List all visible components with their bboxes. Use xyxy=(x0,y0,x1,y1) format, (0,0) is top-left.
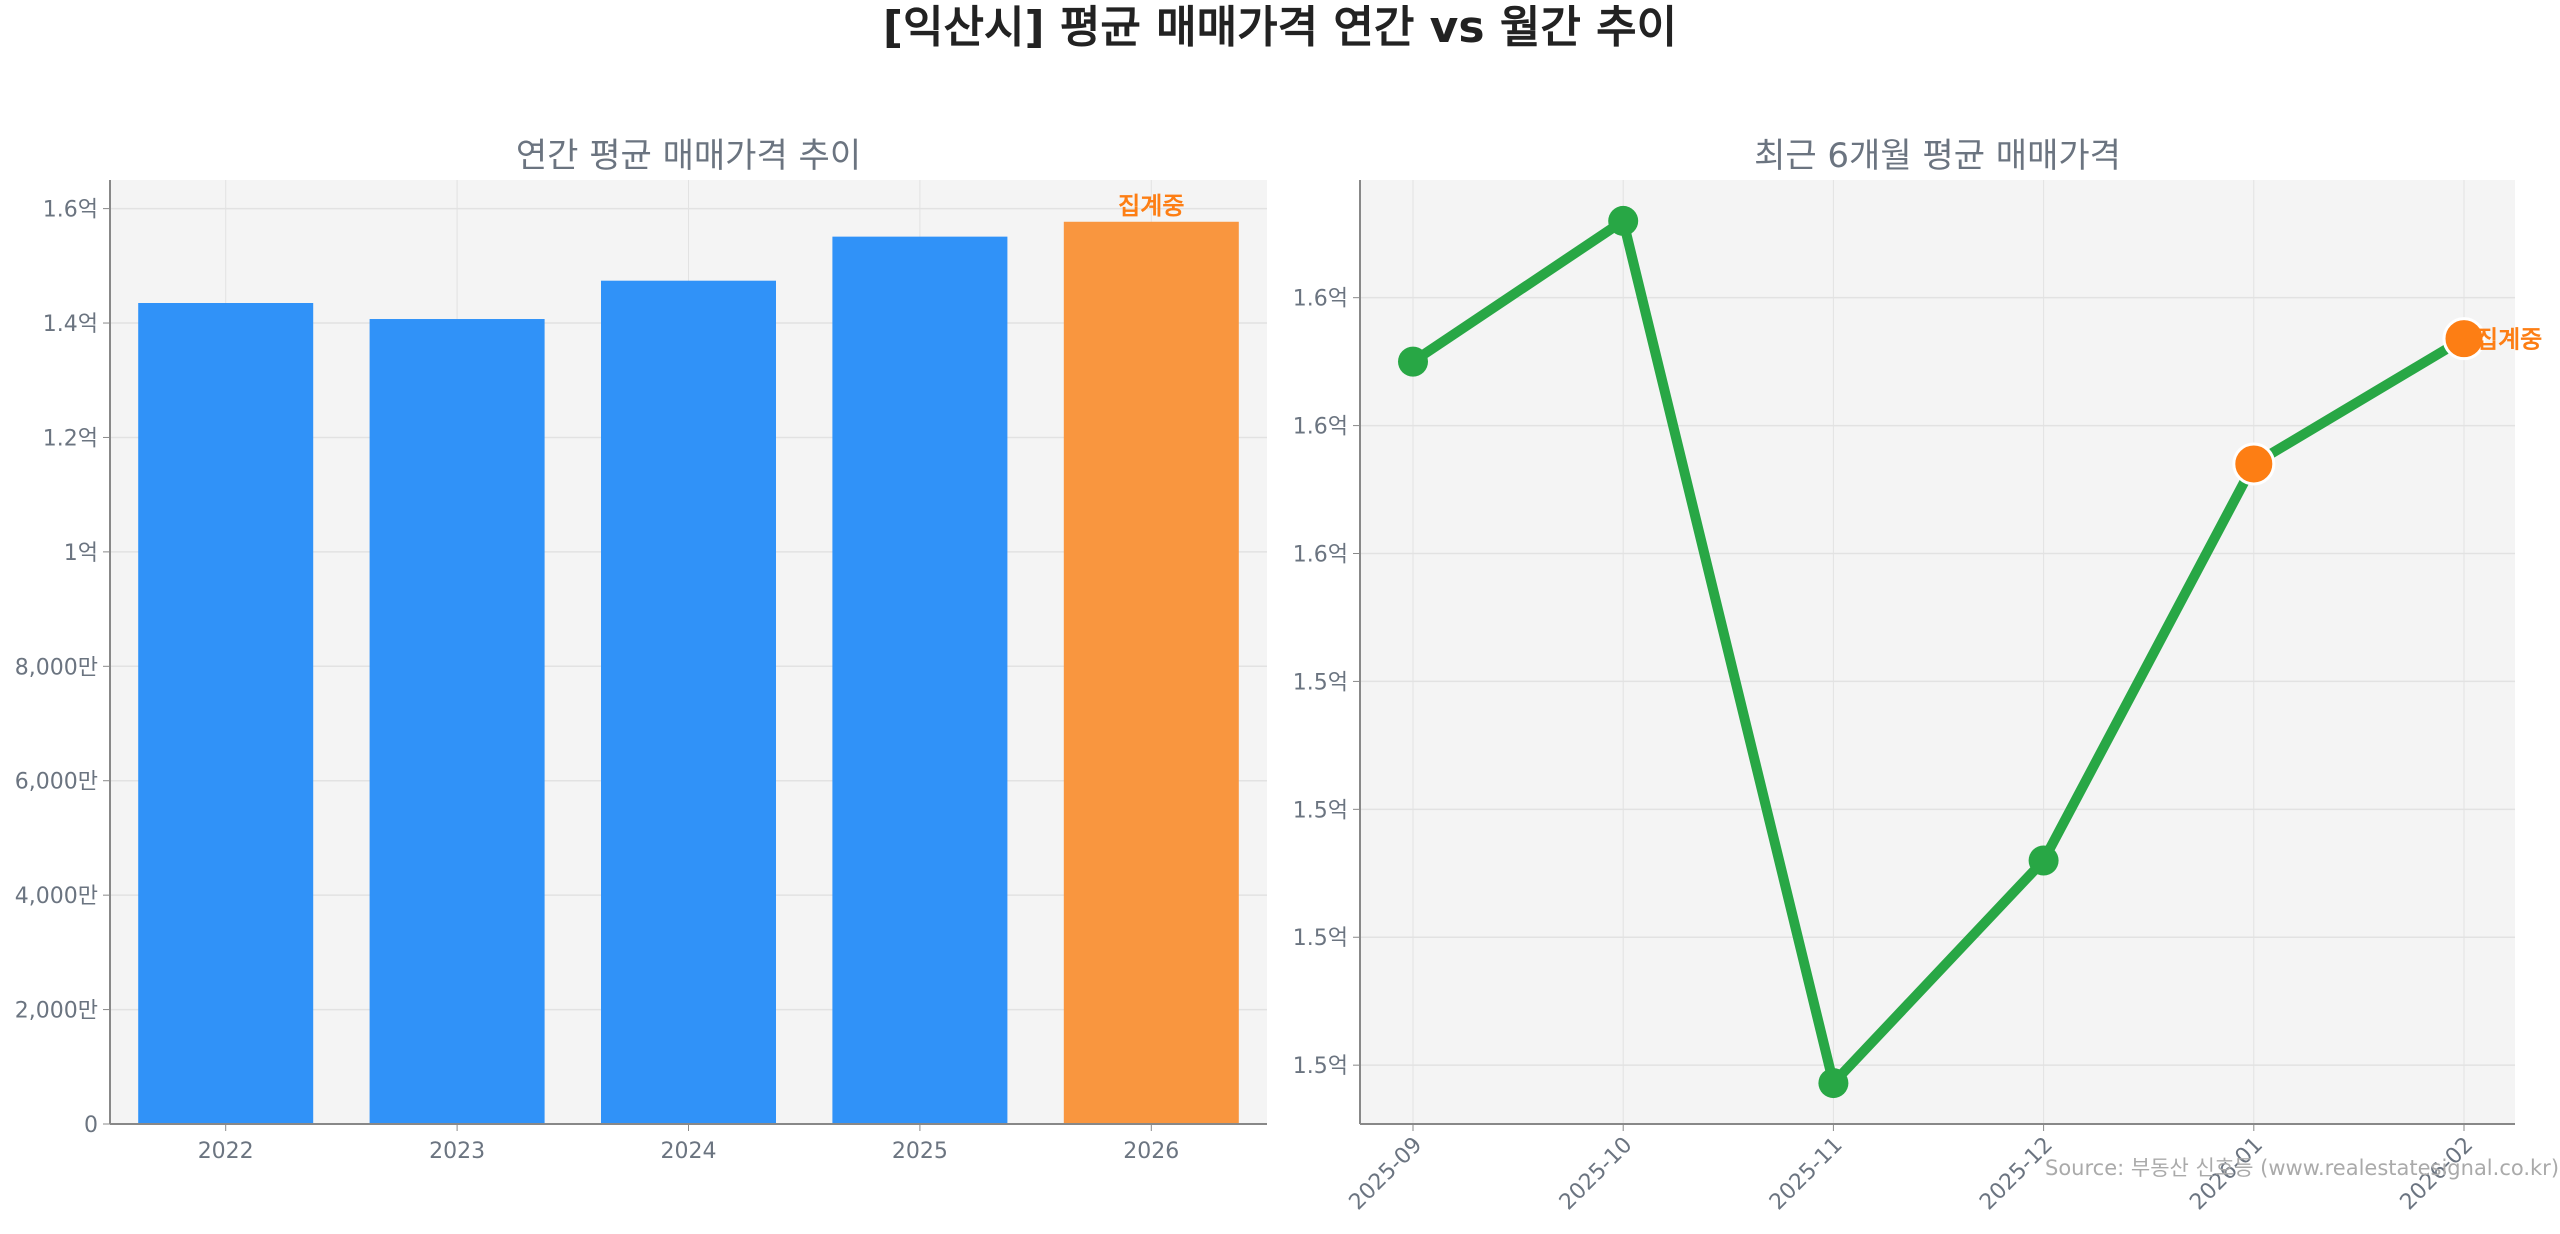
y-tick-label: 1.6억 xyxy=(43,198,98,223)
x-tick-label: 2026 xyxy=(1123,1139,1179,1164)
x-tick-label: 2022 xyxy=(198,1139,254,1164)
annual-bar-chart: 0 2,000만 4,000만 6,000만 8,000만 1억 1.2억 1.4억 1.6억 2… xyxy=(15,136,1267,1164)
y-tick-label: 1.4억 xyxy=(43,312,98,337)
y-tick-label: 1.6억 xyxy=(1293,287,1348,312)
bar-2025 xyxy=(832,236,1008,1124)
y-tick-label: 1.6억 xyxy=(1293,543,1348,568)
data-point-2026-01 xyxy=(2232,442,2276,486)
data-point-2025-09 xyxy=(1398,346,1428,377)
y-tick-label: 4,000만 xyxy=(15,884,98,909)
y-tick-label: 6,000만 xyxy=(15,770,98,795)
bar-2024 xyxy=(601,280,776,1124)
figure-title: [익산시] 평균 매매가격 연간 vs 월간 추이 xyxy=(883,2,1677,53)
y-tick-label: 8,000만 xyxy=(15,655,98,680)
y-tick-label: 1.5억 xyxy=(1293,798,1348,823)
data-point-2025-11 xyxy=(1818,1068,1849,1099)
chart-title: 연간 평균 매매가격 추이 xyxy=(516,136,861,176)
x-tick-label: 2025-11 xyxy=(1765,1133,1848,1216)
y-tick-label: 0 xyxy=(84,1113,98,1138)
y-tick-label: 2,000만 xyxy=(15,999,98,1024)
source-note: Source: 부동산 신호등 (www.realestatesignal.co… xyxy=(2045,1156,2559,1180)
x-tick-label: 2025-10 xyxy=(1555,1133,1638,1216)
bar-2023 xyxy=(369,319,545,1124)
bar-2022 xyxy=(138,303,314,1124)
y-tick-label: 1.6억 xyxy=(1293,415,1348,440)
y-tick-label: 1.5억 xyxy=(1293,670,1348,695)
x-tick-label: 2023 xyxy=(429,1139,485,1164)
data-point-2025-10 xyxy=(1608,205,1639,236)
y-tick-label: 1.5억 xyxy=(1293,1054,1348,1079)
partial-label: 집계중 xyxy=(2476,326,2542,354)
y-tick-label: 1억 xyxy=(64,541,98,566)
data-point-2025-12 xyxy=(2028,845,2059,876)
x-tick-label: 2024 xyxy=(661,1139,717,1164)
data-point-2026-02 xyxy=(2442,317,2486,361)
partial-label: 집계중 xyxy=(1118,192,1184,220)
x-tick-label: 2025 xyxy=(892,1139,948,1164)
bar-2026 xyxy=(1063,221,1239,1125)
monthly-line-chart: 2025-09 2025-10 2025-11 2025-12 2026-01 2026-… xyxy=(1293,136,2542,1215)
x-tick-label: 2025-09 xyxy=(1345,1133,1428,1216)
series-line xyxy=(1410,215,2467,1089)
chart-title: 최근 6개월 평균 매매가격 xyxy=(1754,136,2121,176)
plot-area xyxy=(1360,180,2515,1124)
y-tick-label: 1.2억 xyxy=(43,426,98,451)
y-tick-label: 1.5억 xyxy=(1293,926,1348,951)
